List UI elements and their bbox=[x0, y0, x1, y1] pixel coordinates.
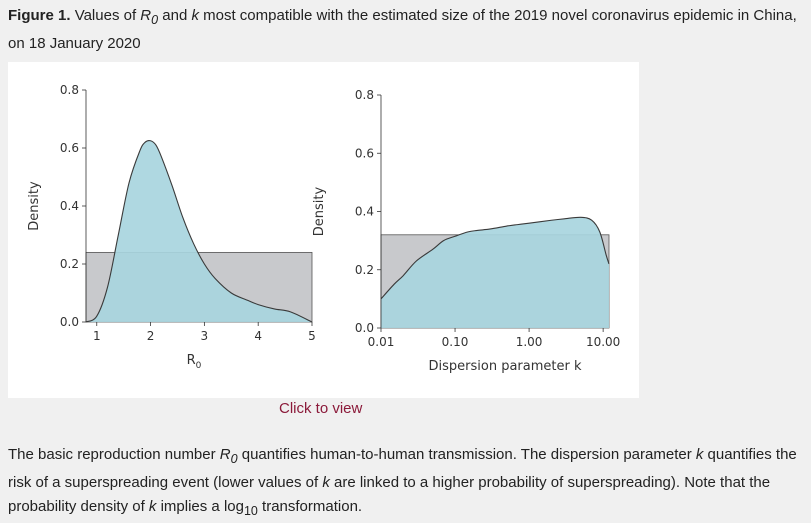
chart1-x-axis-title: R0 bbox=[187, 353, 202, 371]
click-to-view-link[interactable]: Click to view bbox=[279, 400, 363, 417]
chart2-y-tick-label: 0.6 bbox=[355, 146, 374, 160]
footnote-k3: k bbox=[148, 498, 157, 515]
footnote-log-sub: 10 bbox=[243, 504, 258, 518]
chart2-y-tick-label: 0.0 bbox=[355, 321, 374, 335]
footnote-part1: The basic reproduction number bbox=[8, 446, 220, 463]
chart1-x-tick-label: 2 bbox=[147, 329, 155, 343]
chart1-x-tick-label: 5 bbox=[308, 329, 316, 343]
chart1-y-tick-label: 0.0 bbox=[60, 315, 79, 329]
chart2-y-axis-title: Density bbox=[312, 186, 327, 236]
chart1-x-tick-label: 4 bbox=[254, 329, 262, 343]
caption-r0-sub: 0 bbox=[151, 13, 159, 27]
chart1-x-tick-label: 1 bbox=[93, 329, 101, 343]
chart2-y-tick-label: 0.8 bbox=[355, 88, 374, 102]
footnote-text: The basic reproduction number R0 quantif… bbox=[8, 443, 798, 523]
footnote-part3: quantifies the risk of a superspreading … bbox=[8, 446, 797, 491]
chart1-posterior-curve bbox=[85, 139, 313, 323]
chart1-posterior-area bbox=[86, 140, 312, 322]
figure-label: Figure 1. bbox=[8, 7, 71, 24]
chart2-posterior-curve bbox=[380, 216, 610, 300]
footnote-k1: k bbox=[695, 446, 704, 463]
figure-panel: 0.0 0.2 0.4 0.6 0.8 1 2 3 4 5 Density R0 0.0 0.2 0.4 0.… bbox=[8, 62, 639, 398]
chart2-posterior-area bbox=[381, 217, 609, 328]
footnote-part6: transformation. bbox=[257, 498, 363, 515]
footnote-r0-sub: 0 bbox=[230, 452, 238, 466]
chart1-y-tick-label: 0.8 bbox=[60, 83, 79, 97]
chart2-x-tick-label: 0.10 bbox=[442, 335, 469, 349]
chart1-y-tick-label: 0.2 bbox=[60, 257, 79, 271]
chart2-y-tick-label: 0.2 bbox=[355, 263, 374, 277]
chart2-x-axis-title: Dispersion parameter k bbox=[429, 359, 582, 374]
chart1-y-tick-label: 0.6 bbox=[60, 141, 79, 155]
caption-text-a: Values of bbox=[74, 7, 141, 24]
charts-svg: 0.0 0.2 0.4 0.6 0.8 1 2 3 4 5 Density R0 0.0 0.2 0.4 0.… bbox=[27, 83, 620, 374]
footnote-part5: implies a log bbox=[156, 498, 244, 515]
chart1-x-tick-label: 3 bbox=[201, 329, 209, 343]
chart2-y-tick-label: 0.4 bbox=[355, 205, 374, 219]
figure-caption: Figure 1. Values of R0 and k most compat… bbox=[8, 4, 808, 56]
footnote-r0-symbol: R bbox=[219, 446, 231, 463]
caption-k-symbol: k bbox=[191, 7, 199, 24]
caption-text-b: and bbox=[158, 7, 192, 24]
chart1-y-axis-title: Density bbox=[27, 181, 42, 231]
footnote-part2: quantifies human-to-human transmission. … bbox=[237, 446, 696, 463]
chart2-x-tick-label: 1.00 bbox=[516, 335, 543, 349]
chart2-x-tick-label: 0.01 bbox=[368, 335, 395, 349]
chart2-x-tick-label: 10.00 bbox=[586, 335, 620, 349]
chart1-x-axis-title-sub: 0 bbox=[196, 361, 202, 371]
chart1-y-tick-label: 0.4 bbox=[60, 199, 79, 213]
caption-r0-symbol: R bbox=[140, 7, 152, 24]
footnote-part4: are linked to a higher probability of su… bbox=[8, 474, 771, 515]
caption-text-c: most compatible with the estimated size … bbox=[8, 7, 797, 52]
footnote-k2: k bbox=[322, 474, 330, 491]
